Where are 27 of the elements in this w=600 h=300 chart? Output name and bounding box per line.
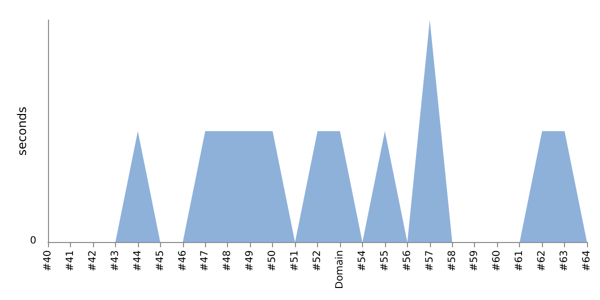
x-tick-label: #61	[514, 250, 526, 272]
x-tick-label: #48	[222, 250, 234, 272]
x-tick-label: #40	[42, 250, 54, 272]
x-tick-label: #41	[64, 250, 76, 272]
x-tick-label: #46	[177, 250, 188, 272]
x-tick-label: #43	[110, 250, 121, 272]
y-axis-title: seconds	[15, 106, 29, 156]
x-tick-label: #59	[469, 250, 480, 272]
x-tick-label: Domain	[334, 250, 346, 290]
x-tick-label: #54	[356, 250, 368, 272]
x-tick-label: #51	[290, 250, 301, 272]
x-tick-label: #56	[402, 250, 413, 272]
x-tick-label: #42	[87, 250, 98, 272]
x-tick-label: #47	[200, 250, 211, 272]
x-tick-label: #45	[154, 250, 166, 272]
x-tick-label: #52	[312, 250, 323, 272]
x-tick-label: #62	[536, 250, 548, 272]
x-tick-label: #57	[424, 250, 436, 272]
x-tick-label: #55	[379, 250, 390, 272]
x-tick-label: #64	[582, 250, 592, 272]
x-tick-label: #50	[267, 250, 278, 272]
x-tick-label: #49	[244, 250, 256, 272]
x-tick-label: #44	[132, 250, 144, 272]
x-tick-label: #58	[446, 250, 458, 272]
text: 0	[30, 236, 36, 247]
x-tick-label: #60	[492, 250, 503, 272]
x-tick-label: #63	[559, 250, 570, 272]
